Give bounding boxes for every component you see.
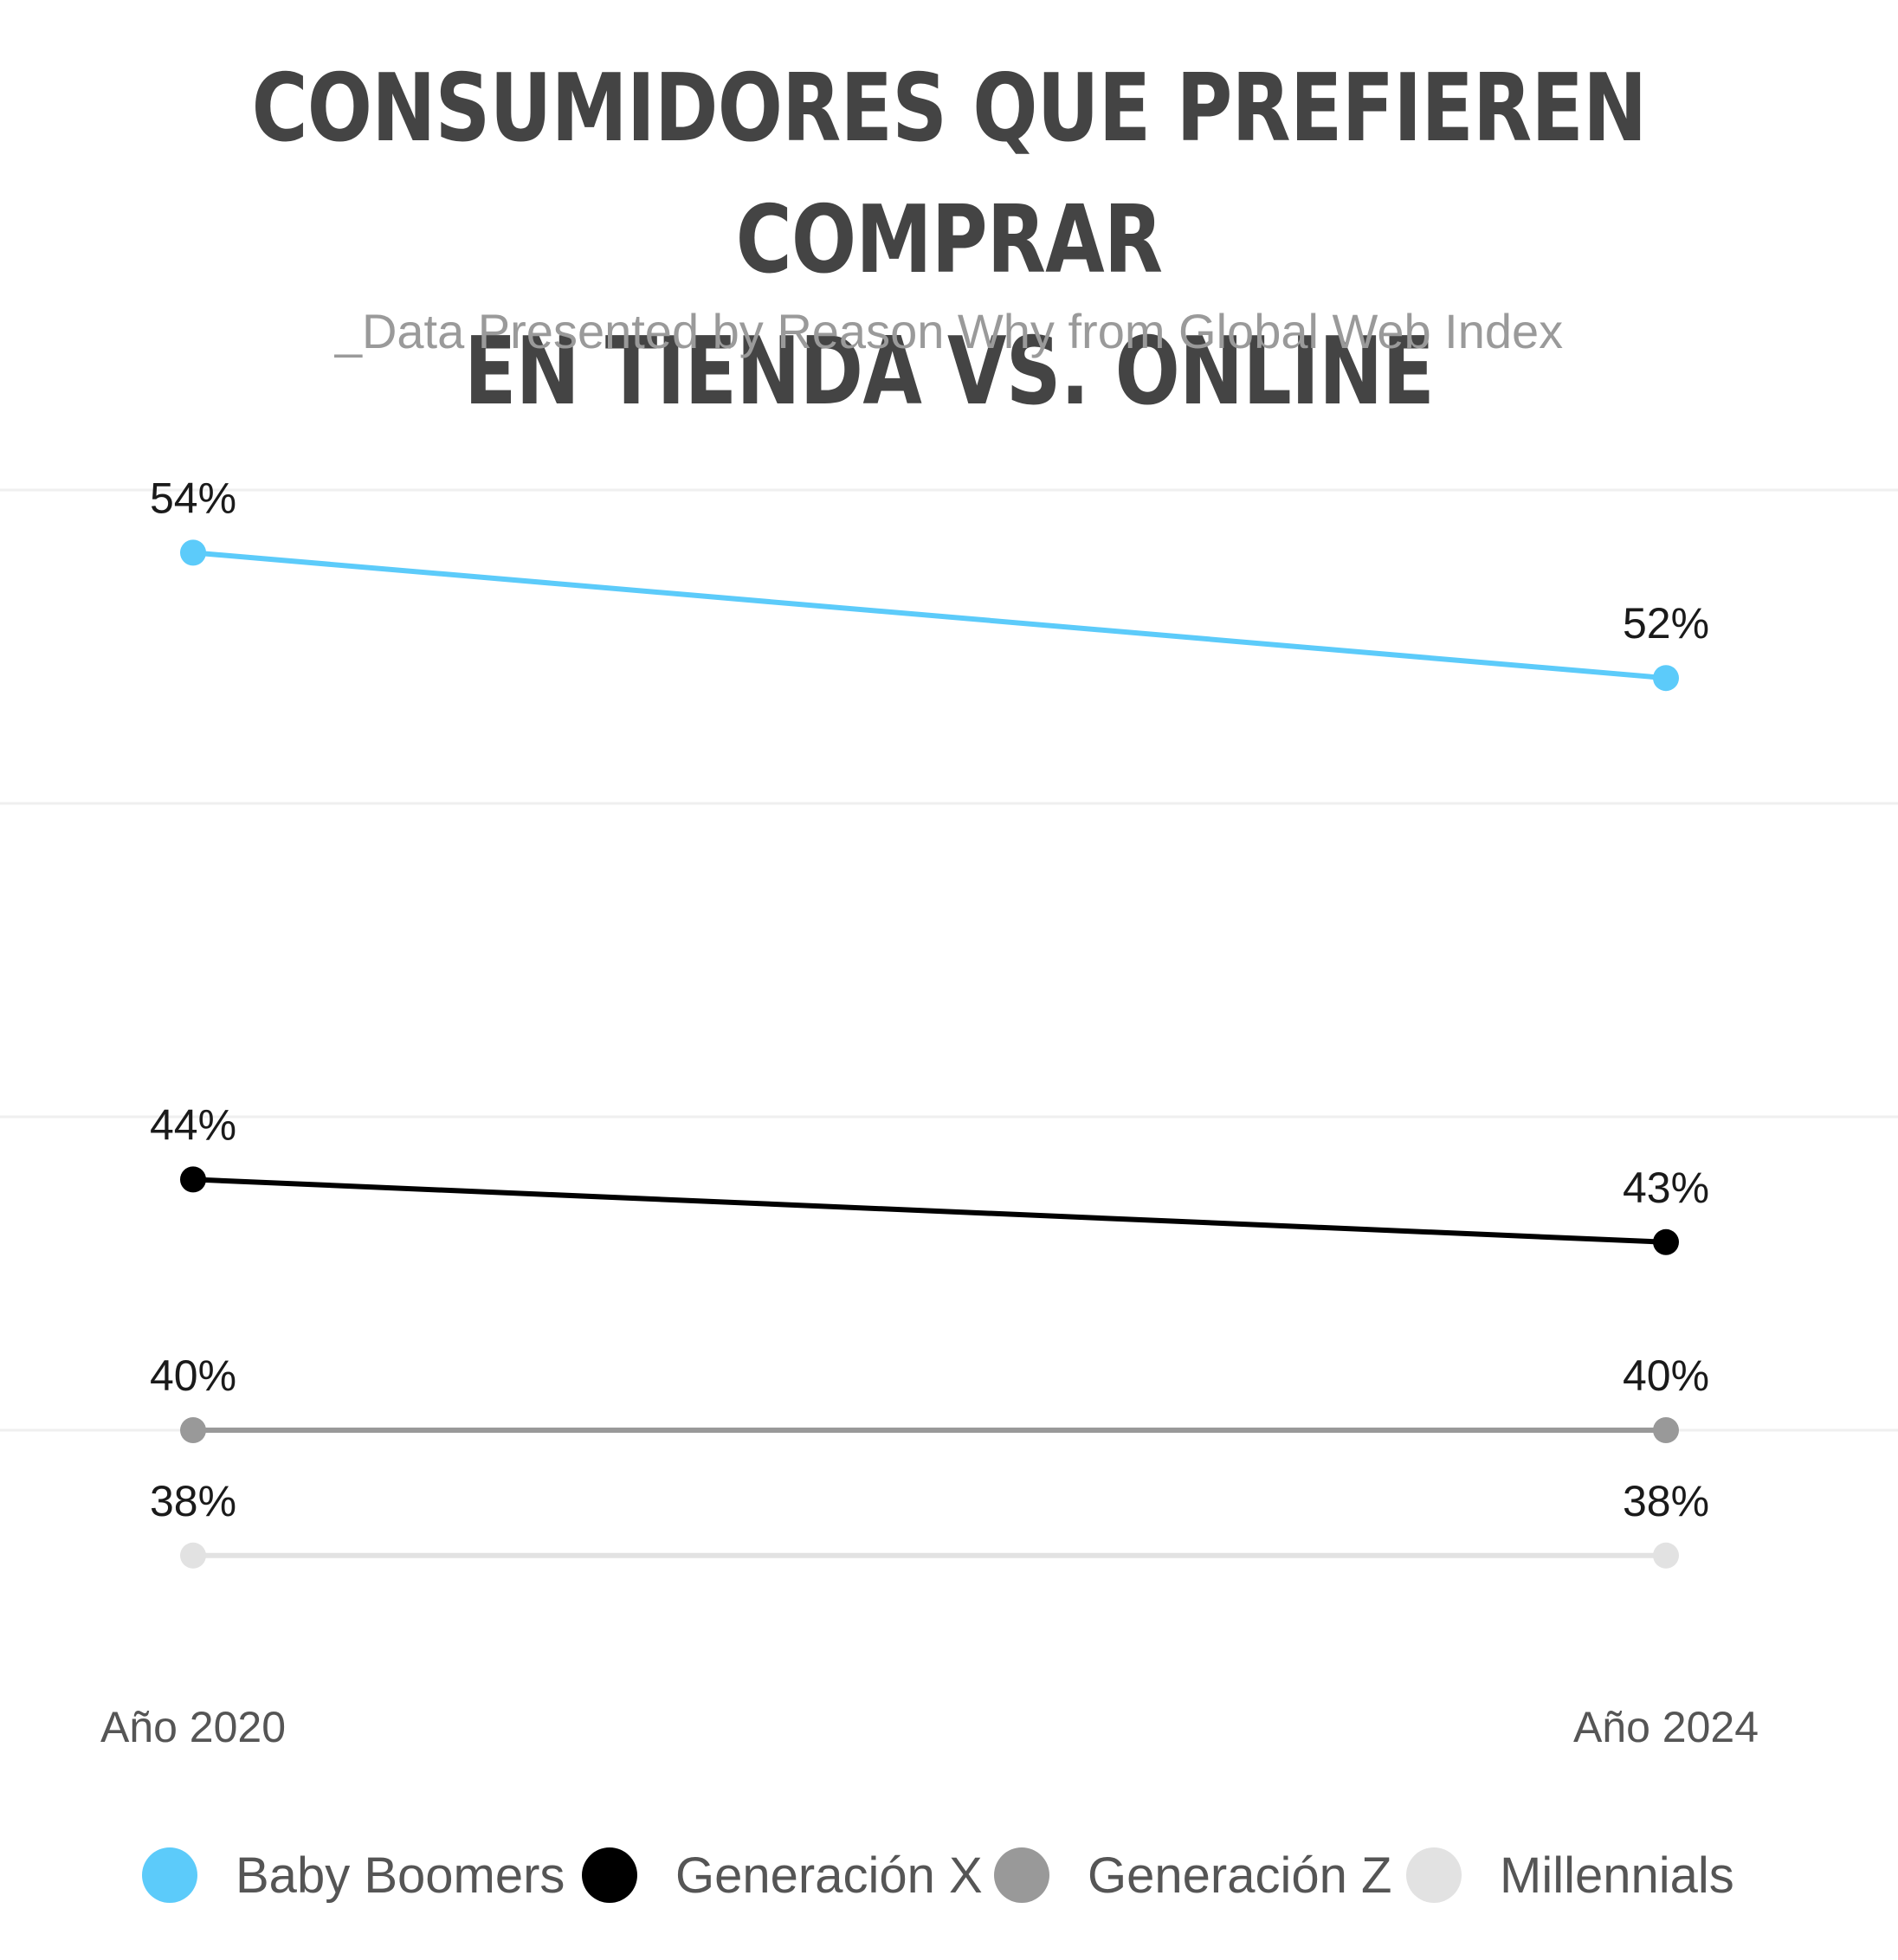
legend-label: Baby Boomers: [236, 1847, 565, 1904]
legend-item-generacion-x: Generación X: [582, 1841, 983, 1910]
data-point-generacion-z: [180, 1417, 206, 1443]
series-line-generacion-x: [190, 1177, 1669, 1245]
data-label-baby-boomers: 54%: [150, 474, 236, 522]
data-point-millennials: [180, 1542, 206, 1569]
data-label-generacion-z: 40%: [150, 1351, 236, 1400]
series-lines: [180, 539, 1679, 1569]
data-label-generacion-x: 44%: [150, 1100, 236, 1149]
data-label-millennials: 38%: [1623, 1477, 1709, 1525]
x-axis: Año 2020 Año 2024: [100, 1703, 1759, 1751]
x-tick-label: Año 2024: [1573, 1703, 1759, 1751]
legend-label: Generación X: [675, 1847, 983, 1904]
data-label-generacion-x: 43%: [1623, 1164, 1709, 1212]
data-point-generacion-z: [1653, 1417, 1679, 1443]
data-point-generacion-x: [180, 1166, 206, 1193]
chart-subtitle: _Data Presented by Reason Why from Globa…: [334, 304, 1564, 358]
legend-swatch: [1406, 1847, 1462, 1903]
legend-item-baby-boomers: Baby Boomers: [142, 1841, 565, 1910]
legend-swatch: [994, 1847, 1049, 1903]
legend-swatch: [582, 1847, 637, 1903]
series-line-baby-boomers: [190, 550, 1669, 681]
chart-title-line-1: CONSUMIDORES QUE PREFIEREN COMPRAR: [251, 55, 1648, 294]
data-point-baby-boomers: [180, 539, 206, 566]
x-tick-label: Año 2020: [100, 1703, 286, 1751]
line-chart: 54%52%44%43%40% 40%38% 38% Año 2020 Año 202…: [0, 474, 1898, 1751]
legend-swatch: [142, 1847, 197, 1903]
legend: Baby Boomers Generación X Generación Z Mill…: [0, 1841, 1898, 1910]
data-label-generacion-z: 40%: [1623, 1351, 1709, 1400]
data-labels: 54% 52% 44% 43% 40% 40% 38% 38%: [150, 474, 1709, 1525]
data-label-millennials: 38%: [150, 1477, 236, 1525]
data-point-baby-boomers: [1653, 665, 1679, 692]
chart-title: CONSUMIDORES QUE PREFIEREN COMPRAR EN TI…: [171, 43, 1727, 438]
gridlines: [0, 488, 1898, 1432]
data-label-baby-boomers: 52%: [1623, 599, 1709, 648]
legend-item-generacion-z: Generación Z: [994, 1841, 1391, 1910]
data-point-generacion-x: [1653, 1228, 1679, 1255]
data-point-millennials: [1653, 1542, 1679, 1569]
chart-title-line-2: EN TIENDA VS. ONLINE: [463, 318, 1435, 426]
legend-label: Millennials: [1500, 1847, 1734, 1904]
legend-item-millennials: Millennials: [1406, 1841, 1734, 1910]
legend-label: Generación Z: [1088, 1847, 1392, 1904]
